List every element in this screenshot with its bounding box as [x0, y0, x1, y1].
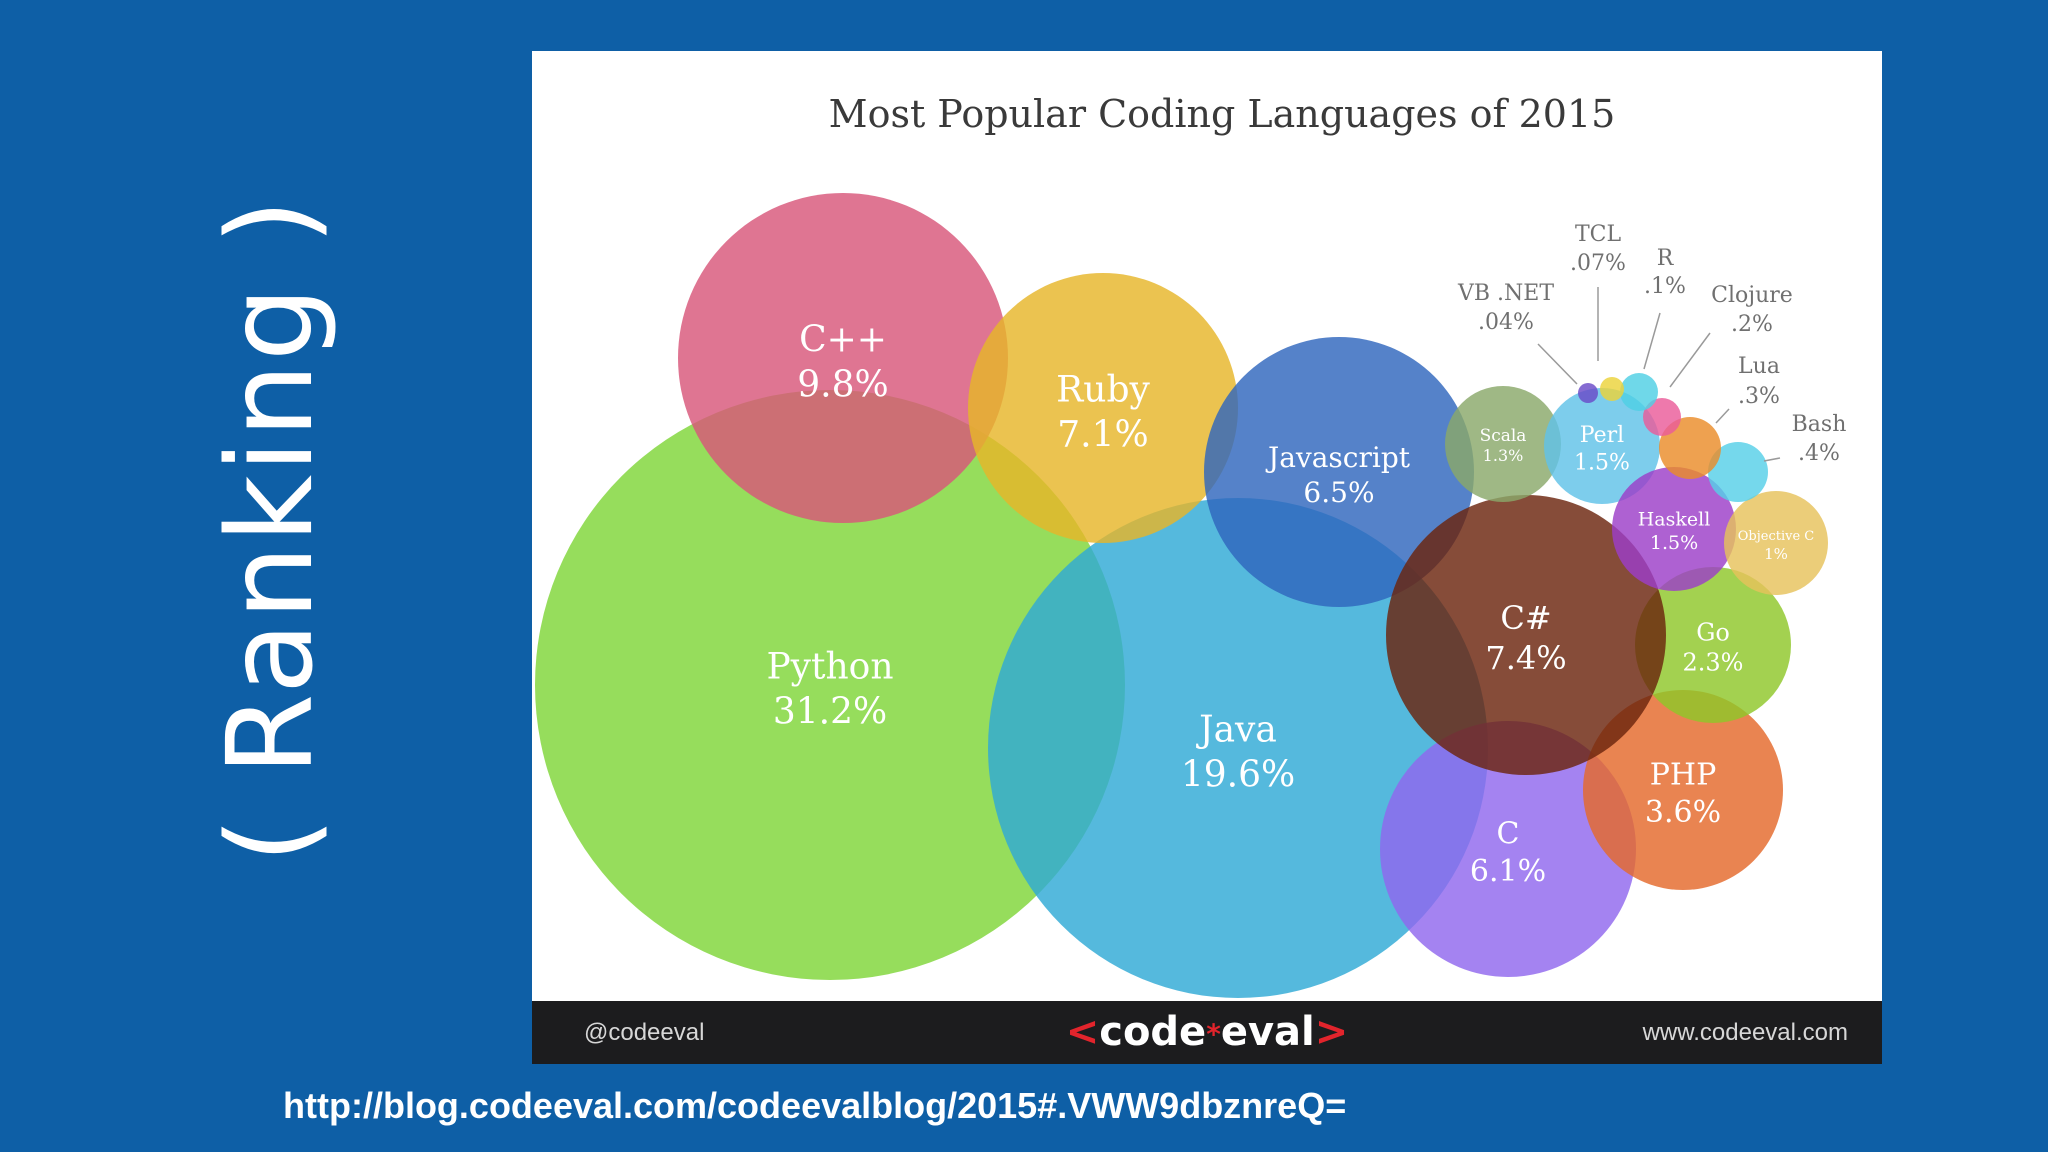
bubble-value-c: 9.8% — [797, 364, 888, 405]
bubble-value-python: 31.2% — [773, 691, 887, 732]
bubble-label-bash: Bash — [1792, 412, 1847, 437]
bubble-php — [1583, 690, 1783, 890]
bubble-label-c: C# — [1500, 599, 1551, 637]
bubble-label-ruby: Ruby — [1056, 369, 1150, 410]
bubble-label-c: C — [1497, 816, 1520, 851]
chart-panel: Most Popular Coding Languages of 2015 Pyt… — [532, 51, 1882, 1064]
bubble-label-scala: Scala — [1480, 426, 1527, 446]
logo-text-b: eval — [1220, 1009, 1315, 1055]
bubble-r — [1620, 373, 1658, 411]
bubble-perl — [1544, 388, 1660, 504]
chart-title: Most Popular Coding Languages of 2015 — [829, 92, 1616, 136]
leader-line-vb-net — [1537, 343, 1578, 385]
bubble-label-objective-c: Objective C — [1738, 529, 1815, 544]
footer-bar: @codeeval <code*eval> www.codeeval.com — [532, 1001, 1882, 1064]
bubble-value-objective-c: 1% — [1764, 545, 1788, 563]
bubble-javascript — [1204, 337, 1474, 607]
codeeval-logo: <code*eval> — [532, 1001, 1882, 1066]
bubble-python — [535, 390, 1125, 980]
bubble-c — [678, 193, 1008, 523]
bubble-label-tcl: TCL — [1575, 222, 1622, 247]
bubble-value-clojure: .2% — [1731, 312, 1773, 337]
slide-side-title: ( Ranking ) — [201, 196, 339, 864]
logo-star-icon: * — [1206, 1017, 1221, 1051]
bubble-bash — [1708, 442, 1768, 502]
leader-line-r — [1643, 312, 1661, 370]
bubble-label-python: Python — [766, 646, 893, 687]
bubble-value-go: 2.3% — [1683, 649, 1744, 677]
bubble-label-c: C++ — [799, 319, 887, 360]
leader-line-lua — [1715, 408, 1730, 424]
bubble-label-java: Java — [1195, 709, 1277, 750]
bubble-clojure — [1643, 398, 1681, 436]
bubble-vb-net — [1578, 383, 1598, 403]
logo-bracket-left: < — [1065, 1009, 1100, 1055]
bubble-value-perl: 1.5% — [1574, 450, 1630, 475]
bubble-value-c: 7.4% — [1485, 639, 1566, 677]
bubble-chart: Most Popular Coding Languages of 2015 Pyt… — [535, 92, 1847, 998]
bubble-value-vb-net: .04% — [1478, 310, 1534, 335]
leader-line-bash — [1763, 457, 1781, 462]
bubble-value-php: 3.6% — [1645, 795, 1721, 830]
bubble-value-lua: .3% — [1738, 384, 1780, 409]
bubble-value-r: .1% — [1644, 274, 1686, 299]
bubble-label-php: PHP — [1650, 757, 1717, 792]
bubble-java — [988, 498, 1488, 998]
bubble-value-tcl: .07% — [1570, 251, 1626, 276]
logo-bracket-right: > — [1314, 1009, 1349, 1055]
bubble-value-scala: 1.3% — [1483, 446, 1524, 465]
bubble-label-perl: Perl — [1580, 423, 1624, 448]
bubble-value-java: 19.6% — [1181, 754, 1295, 795]
bubble-value-haskell: 1.5% — [1650, 532, 1698, 554]
bubble-label-javascript: Javascript — [1265, 441, 1411, 474]
bubble-label-r: R — [1657, 246, 1675, 271]
bubble-label-go: Go — [1696, 619, 1730, 647]
bubble-c — [1386, 495, 1666, 775]
bubble-value-bash: .4% — [1798, 441, 1840, 466]
bubble-value-c: 6.1% — [1470, 854, 1546, 889]
bubble-lua — [1659, 417, 1721, 479]
bubble-value-ruby: 7.1% — [1057, 414, 1148, 455]
bubble-c — [1380, 721, 1636, 977]
footer-site-url: www.codeeval.com — [1642, 1019, 1848, 1046]
source-link[interactable]: http://blog.codeeval.com/codeevalblog/20… — [283, 1085, 1347, 1126]
bubble-label-haskell: Haskell — [1638, 508, 1711, 530]
bubble-label-vb-net: VB .NET — [1457, 281, 1554, 306]
bubble-value-javascript: 6.5% — [1303, 476, 1374, 509]
bubble-tcl — [1600, 377, 1624, 401]
footer-handle: @codeeval — [584, 1019, 705, 1046]
bubble-label-clojure: Clojure — [1711, 283, 1793, 308]
logo-text-a: code — [1099, 1009, 1207, 1055]
bubble-label-lua: Lua — [1738, 354, 1780, 379]
bubble-ruby — [968, 273, 1238, 543]
bubble-objective-c — [1724, 491, 1828, 595]
bubble-go — [1635, 567, 1791, 723]
bubble-scala — [1445, 386, 1561, 502]
bubble-haskell — [1612, 467, 1736, 591]
leader-line-clojure — [1669, 332, 1711, 388]
